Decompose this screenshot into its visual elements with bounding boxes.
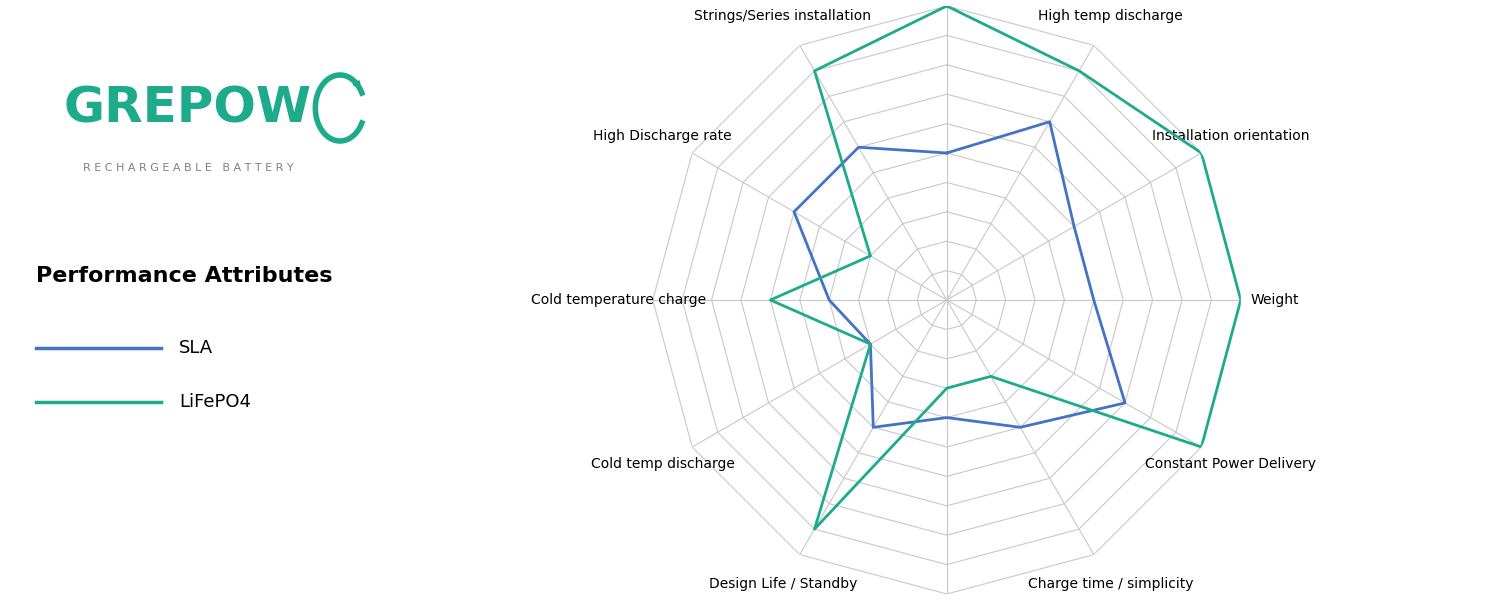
Text: GREPOW: GREPOW [64, 84, 312, 132]
Text: SLA: SLA [179, 339, 213, 357]
Text: R E C H A R G E A B L E   B A T T E R Y: R E C H A R G E A B L E B A T T E R Y [82, 163, 294, 173]
Text: Performance Attributes: Performance Attributes [36, 266, 332, 286]
Text: LiFePO4: LiFePO4 [179, 393, 250, 411]
